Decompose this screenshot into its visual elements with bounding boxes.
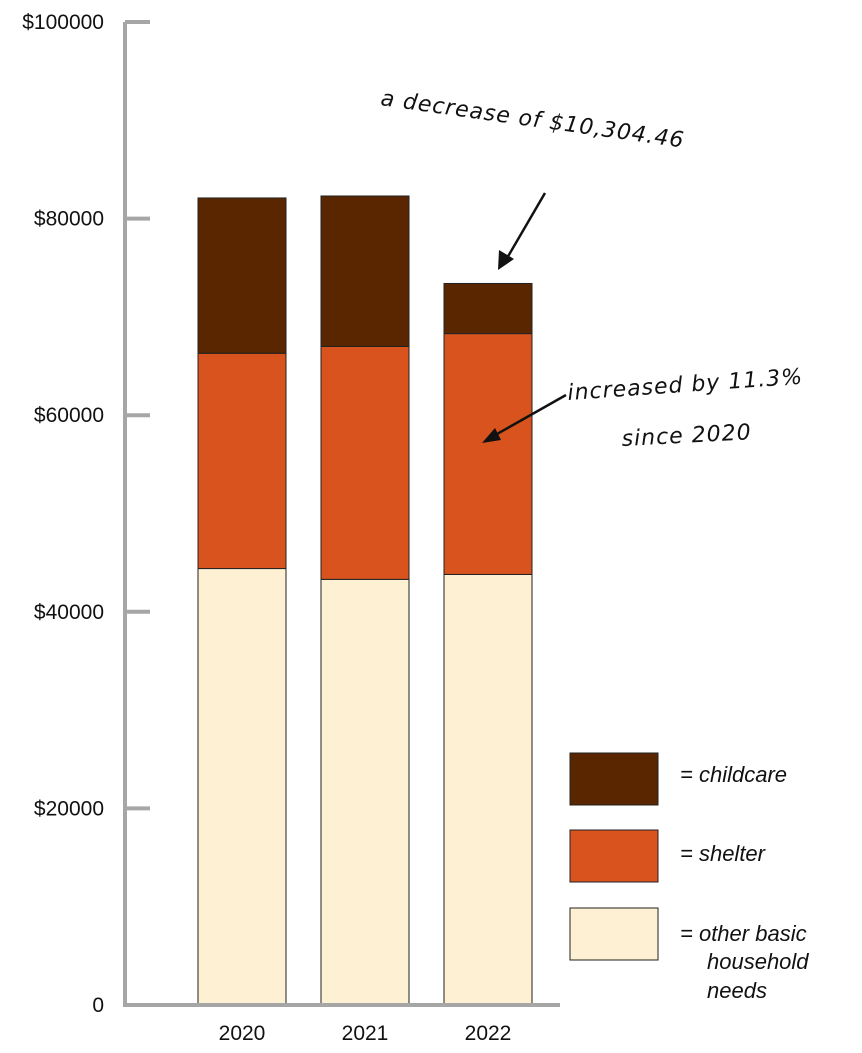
- annotation-increase-arrow-line: [489, 393, 567, 440]
- y-tick-label: $60000: [34, 404, 104, 427]
- annotation-decrease-arrowhead: [498, 250, 514, 270]
- y-tick-label: $80000: [34, 208, 104, 231]
- legend: = childcare = shelter = other basic hous…: [569, 752, 809, 1003]
- x-tick-label: 2020: [219, 1022, 266, 1045]
- bar-2022-other: [443, 573, 533, 1006]
- annotation-decrease-arrow-line: [501, 192, 547, 266]
- legend-label-other-line-3: needs: [707, 978, 767, 1003]
- annotation-increase-line-1: increased by 11.3%: [567, 365, 804, 406]
- x-tick-label: 2022: [465, 1022, 512, 1045]
- y-tick-label: $40000: [34, 601, 104, 624]
- legend-swatch-shelter: [569, 829, 659, 883]
- y-ticks-group: 0 $20000 $40000 $60000 $80000 $100000: [22, 11, 150, 1017]
- axes-group: [123, 22, 560, 1007]
- annotation-decrease: a decrease of $10,304.46: [379, 86, 686, 270]
- legend-label-other-line-1: = other basic: [680, 921, 807, 946]
- bar-2020-childcare: [197, 197, 287, 354]
- y-tick-label: $100000: [22, 11, 104, 34]
- annotation-increase-arrowhead: [482, 428, 501, 443]
- bar-2020-shelter: [197, 352, 287, 570]
- bar-2022-childcare: [443, 282, 533, 335]
- bar-2021-childcare: [320, 195, 410, 347]
- bar-2021-other: [320, 578, 410, 1006]
- legend-swatch-other: [569, 907, 659, 961]
- bar-2021-shelter: [320, 345, 410, 580]
- bar-2022-shelter: [443, 333, 533, 575]
- legend-swatch-childcare: [569, 752, 659, 806]
- x-tick-label: 2021: [342, 1022, 389, 1045]
- x-ticks-group: 2020 2021 2022: [219, 1022, 512, 1045]
- legend-label-other-line-2: household: [707, 949, 809, 974]
- y-tick-label: 0: [92, 994, 104, 1017]
- legend-label-shelter: = shelter: [680, 841, 767, 866]
- annotation-decrease-text: a decrease of $10,304.46: [379, 86, 686, 153]
- y-tick-label: $20000: [34, 797, 104, 820]
- bar-2020-other: [197, 568, 287, 1006]
- annotation-increase-line-2: since 2020: [621, 420, 752, 452]
- legend-label-childcare: = childcare: [680, 762, 787, 787]
- bars-group: [197, 195, 533, 1006]
